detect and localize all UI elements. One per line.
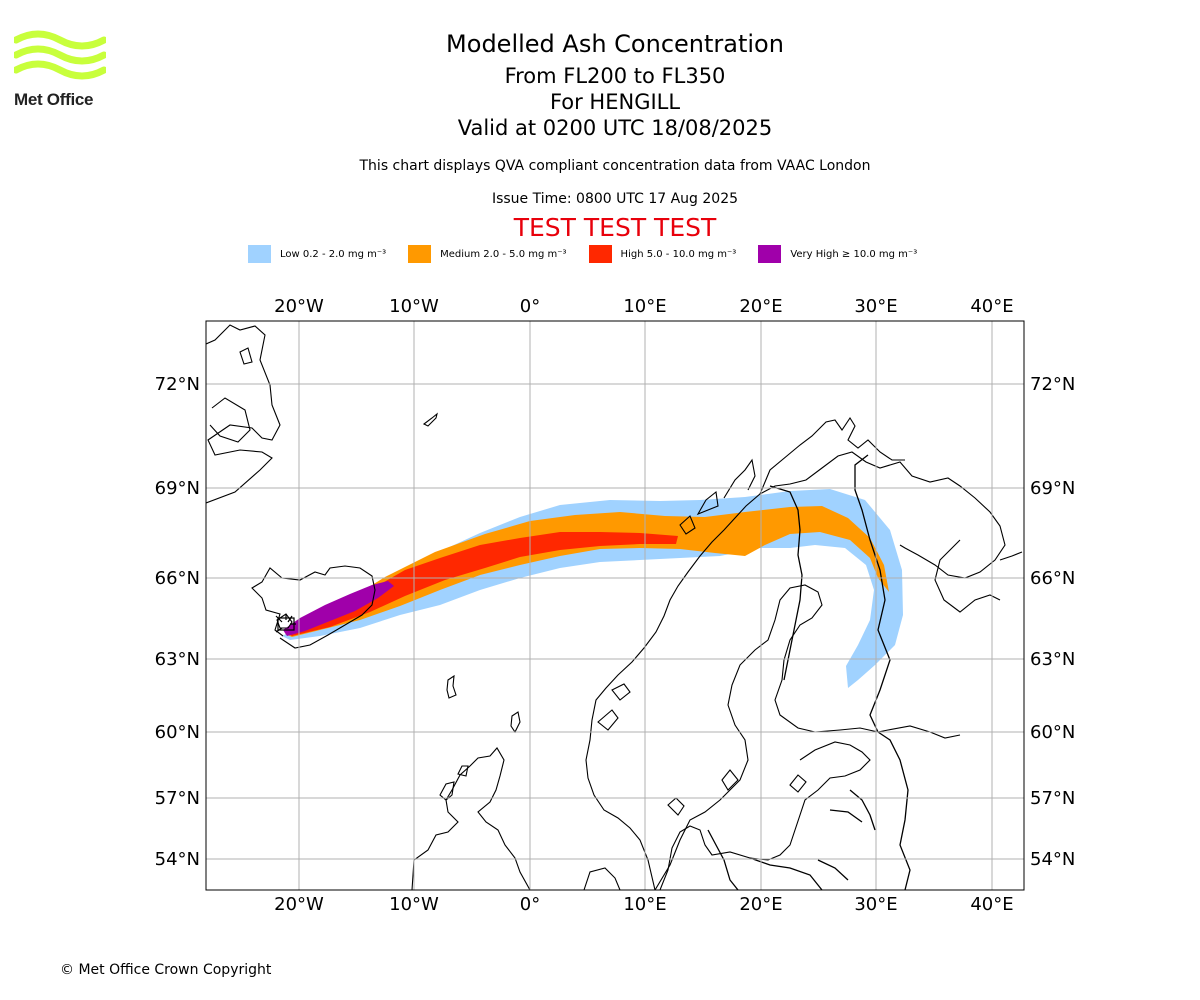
lat-label: 54°N <box>155 849 200 870</box>
lon-label: 20°W <box>274 296 324 317</box>
graticule <box>206 321 1024 890</box>
legend-label-very-high: Very High ≥ 10.0 mg m⁻³ <box>790 248 918 260</box>
ash-medium-layer <box>285 506 889 637</box>
legend-swatch-medium <box>408 245 432 263</box>
logo-text: Met Office <box>14 90 94 109</box>
test-banner: TEST TEST TEST <box>513 213 717 242</box>
lon-label: 30°E <box>854 296 897 317</box>
lat-labels-left: 72°N 69°N 66°N 63°N 60°N 57°N 54°N <box>155 374 200 870</box>
lon-label: 10°E <box>623 296 666 317</box>
lon-label: 10°W <box>389 894 439 915</box>
legend-label-medium: Medium 2.0 - 5.0 mg m⁻³ <box>440 248 567 260</box>
lon-label: 20°E <box>739 894 782 915</box>
lon-label: 40°E <box>970 894 1013 915</box>
lon-label: 10°E <box>623 894 666 915</box>
legend-item-medium: Medium 2.0 - 5.0 mg m⁻³ <box>408 245 567 263</box>
lon-label: 20°E <box>739 296 782 317</box>
legend-swatch-low <box>248 245 271 263</box>
legend-swatch-very-high <box>758 245 782 263</box>
concentration-legend: Low 0.2 - 2.0 mg m⁻³ Medium 2.0 - 5.0 mg… <box>248 244 939 264</box>
valid-time: Valid at 0200 UTC 18/08/2025 <box>457 116 773 140</box>
lat-label: 66°N <box>1030 568 1075 589</box>
map-area <box>206 324 1023 890</box>
legend-label-high: High 5.0 - 10.0 mg m⁻³ <box>620 248 737 260</box>
met-office-logo: Met Office <box>14 30 110 112</box>
lat-label: 72°N <box>1030 374 1075 395</box>
legend-item-low: Low 0.2 - 2.0 mg m⁻³ <box>248 245 386 263</box>
lat-label: 60°N <box>155 722 200 743</box>
coastlines <box>206 324 1023 890</box>
copyright-notice: © Met Office Crown Copyright <box>60 962 272 978</box>
lat-label: 72°N <box>155 374 200 395</box>
issue-time: Issue Time: 0800 UTC 17 Aug 2025 <box>491 191 739 207</box>
legend-label-low: Low 0.2 - 2.0 mg m⁻³ <box>280 248 387 260</box>
lon-labels-top: 20°W 10°W 0° 10°E 20°E 30°E 40°E <box>274 296 1013 317</box>
lon-label: 20°W <box>274 894 324 915</box>
map-frame <box>205 320 1025 891</box>
lat-label: 54°N <box>1030 849 1075 870</box>
lat-label: 57°N <box>1030 788 1075 809</box>
lat-label: 63°N <box>155 649 200 670</box>
flight-level-range: From FL200 to FL350 <box>504 64 726 88</box>
lat-label: 60°N <box>1030 722 1075 743</box>
lat-label: 63°N <box>1030 649 1075 670</box>
lon-labels-bottom: 20°W 10°W 0° 10°E 20°E 30°E 40°E <box>274 894 1013 915</box>
ash-very-high-layer <box>283 581 394 636</box>
lon-label: 0° <box>520 894 540 915</box>
ash-high-layer <box>286 532 678 636</box>
lon-label: 40°E <box>970 296 1013 317</box>
lat-label: 69°N <box>1030 478 1075 499</box>
legend-swatch-high <box>588 245 612 263</box>
lat-label: 66°N <box>155 568 200 589</box>
legend-item-high: High 5.0 - 10.0 mg m⁻³ <box>588 245 737 263</box>
country-borders <box>707 454 911 890</box>
volcano-source-marker <box>275 614 296 633</box>
lat-label: 57°N <box>155 788 200 809</box>
lon-label: 30°E <box>854 894 897 915</box>
legend-item-very-high: Very High ≥ 10.0 mg m⁻³ <box>758 245 917 263</box>
qva-note: This chart displays QVA compliant concen… <box>359 158 871 174</box>
lon-label: 0° <box>520 296 540 317</box>
lon-label: 10°W <box>389 296 439 317</box>
chart-title: Modelled Ash Concentration <box>446 30 784 58</box>
lat-labels-right: 72°N 69°N 66°N 63°N 60°N 57°N 54°N <box>1030 374 1075 870</box>
lat-label: 69°N <box>155 478 200 499</box>
volcano-name: For HENGILL <box>549 90 681 114</box>
met-office-waves-icon <box>14 30 106 80</box>
